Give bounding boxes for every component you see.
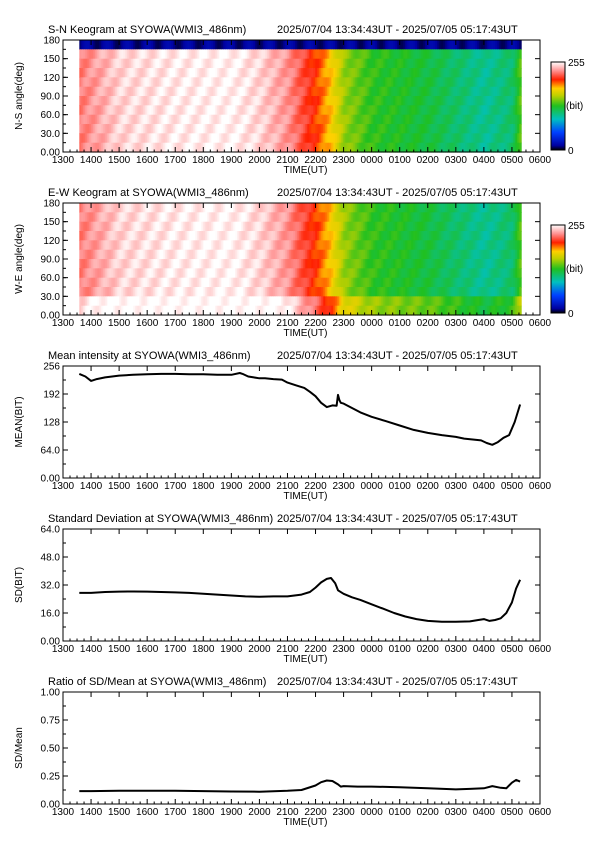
x-tick-label: 1300 (52, 155, 75, 166)
keogram-cell (519, 143, 521, 153)
colorbar-unit-label: (bit) (566, 101, 583, 112)
keogram-cell (519, 133, 521, 143)
colorbar-max-label: 255 (568, 58, 585, 69)
panel-time-range: 2025/07/04 13:34:43UT - 2025/07/05 05:17… (277, 24, 518, 36)
x-tick-label: 1700 (164, 155, 187, 166)
panel-1: S-N Keogram at SYOWA(WMI3_486nm) 2025/07/… (14, 24, 585, 176)
keogram-cell (519, 124, 521, 134)
colorbar-min-label: 0 (568, 146, 574, 157)
x-tick-label: 0000 (361, 155, 384, 166)
panel-2: E-W Keogram at SYOWA(WMI3_486nm) 2025/07/… (14, 187, 585, 339)
y-tick-label: 30.0 (41, 129, 61, 140)
x-tick-label: 1400 (80, 155, 103, 166)
x-tick-label: 1900 (220, 155, 243, 166)
y-tick-label: 60.0 (41, 110, 61, 121)
y-tick-label: 120 (43, 73, 60, 84)
panel-title: E-W Keogram at SYOWA(WMI3_486nm) (48, 187, 249, 199)
x-tick-label: 1800 (192, 155, 215, 166)
keogram-cell (519, 96, 521, 106)
keogram-cell (519, 105, 521, 115)
y-axis-label: N-S angle(deg) (14, 62, 25, 130)
panel-title: S-N Keogram at SYOWA(WMI3_486nm) (48, 24, 246, 36)
colorbar (551, 62, 565, 150)
y-tick-label: 90.0 (41, 92, 61, 103)
x-tick-label: 0200 (417, 155, 440, 166)
x-tick-label: 2000 (248, 155, 271, 166)
x-axis-label: TIME(UT) (284, 165, 328, 176)
keogram-cell (519, 40, 521, 50)
x-tick-label: 1600 (136, 155, 159, 166)
x-tick-label: 2300 (332, 155, 355, 166)
keogram-cell (519, 49, 521, 59)
x-tick-label: 0300 (445, 155, 468, 166)
x-tick-label: 0100 (389, 155, 412, 166)
keogram-cell (519, 68, 521, 78)
x-tick-label: 1500 (108, 155, 131, 166)
x-tick-label: 0500 (501, 155, 524, 166)
panel-time-range: 2025/07/04 13:34:43UT - 2025/07/05 05:17… (277, 187, 518, 199)
keogram-cell (519, 115, 521, 125)
y-tick-label: 180 (43, 36, 60, 47)
keogram-cell (519, 87, 521, 97)
y-tick-label: 150 (43, 54, 60, 65)
x-tick-label: 0400 (473, 155, 496, 166)
keogram-cell (519, 77, 521, 87)
keogram-cell (519, 59, 521, 69)
x-tick-label: 0600 (529, 155, 552, 166)
